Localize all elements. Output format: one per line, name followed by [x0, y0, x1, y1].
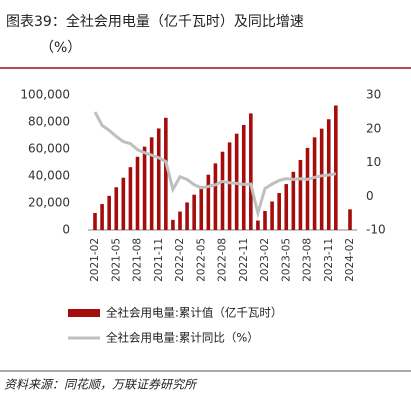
y-tick-label: 60,000: [28, 142, 70, 156]
bar: [178, 211, 182, 230]
bar: [270, 201, 274, 230]
bar: [234, 133, 239, 230]
x-tick-label: 2023-11: [323, 238, 335, 282]
x-tick-label: 2022-11: [238, 238, 250, 282]
y2-tick-label: 20: [366, 121, 381, 135]
bar: [227, 142, 232, 230]
bar: [291, 171, 296, 230]
bar: [199, 186, 204, 230]
bar: [312, 137, 317, 230]
x-tick-label: 2022-02: [174, 238, 186, 282]
bar: [156, 128, 161, 230]
bar: [149, 137, 154, 230]
bar: [192, 194, 196, 230]
bar: [241, 124, 246, 230]
bar: [114, 187, 119, 230]
bar: [298, 159, 303, 230]
y2-tick-label: -10: [366, 223, 386, 237]
bar: [220, 151, 225, 230]
bar: [100, 204, 104, 230]
x-tick-label: 2021-05: [110, 238, 122, 282]
bar: [171, 219, 175, 230]
x-tick-label: 2021-02: [89, 238, 101, 282]
x-tick-label: 2022-05: [195, 238, 207, 282]
bar: [107, 195, 111, 230]
bar: [142, 146, 147, 230]
x-tick-label: 2023-08: [302, 238, 314, 282]
bar: [206, 174, 211, 230]
bar: [263, 210, 267, 230]
legend-label: 全社会用电量:累计值（亿千瓦时）: [106, 306, 282, 320]
bar: [213, 163, 218, 230]
y-tick-label: 20,000: [28, 196, 70, 210]
bar: [256, 220, 260, 230]
legend-swatch: [68, 309, 100, 317]
x-tick-label: 2023-05: [280, 238, 292, 282]
bar: [277, 193, 281, 230]
chart-title: 图表39：全社会用电量（亿千瓦时）及同比增速: [6, 13, 304, 30]
bar: [93, 213, 97, 230]
bar: [135, 156, 140, 230]
x-tick-label: 2023-02: [259, 238, 271, 282]
x-tick-label: 2021-08: [132, 238, 144, 282]
bar: [305, 147, 310, 230]
bar: [185, 202, 189, 230]
bar: [284, 184, 289, 230]
bar: [348, 209, 352, 230]
bar: [334, 105, 338, 230]
chart-title-line2: （%）: [40, 40, 81, 56]
y-tick-label: 100,000: [20, 88, 70, 102]
y2-tick-label: 10: [366, 155, 381, 169]
bar: [249, 113, 253, 230]
x-tick-label: 2024-02: [344, 238, 356, 282]
bar: [164, 117, 168, 230]
bar: [121, 177, 126, 230]
source: 资料来源：同花顺，万联证券研究所: [4, 378, 198, 392]
legend-label: 全社会用电量:累计同比（%）: [106, 331, 259, 345]
y-tick-label: 40,000: [28, 169, 70, 183]
bar: [319, 128, 324, 230]
x-tick-label: 2021-11: [153, 238, 165, 282]
bar: [128, 167, 133, 230]
y-tick-label: 0: [62, 223, 70, 237]
y2-tick-label: 0: [366, 189, 374, 203]
y2-tick-label: 30: [366, 88, 381, 102]
x-tick-label: 2022-08: [217, 238, 229, 282]
y-tick-label: 80,000: [28, 115, 70, 129]
